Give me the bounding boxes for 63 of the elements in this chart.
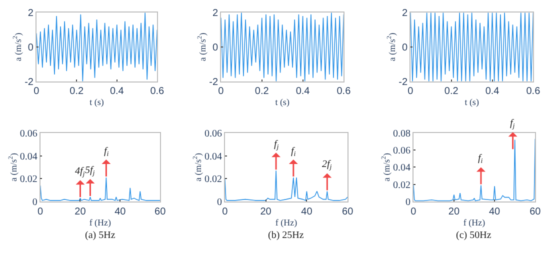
y-tick-label: 0.06 [204, 128, 222, 140]
x-tick-label: 60 [154, 206, 166, 218]
x-axis-title: t (s) [90, 97, 104, 108]
x-tick-label: 0.2 [70, 86, 84, 98]
x-tick-label: 20 [74, 206, 86, 218]
y-tick-label: 0.02 [204, 174, 222, 186]
line-series [410, 12, 534, 82]
x-tick-label: 0.6 [336, 86, 352, 98]
y-tick-label: 0.04 [20, 151, 38, 162]
line-series [413, 138, 536, 202]
x-tick-label: 0.6 [150, 86, 165, 98]
text: (a) 5Hz [85, 230, 116, 241]
x-tick-label: 60 [530, 206, 542, 218]
y-tick-label: 0 [28, 42, 34, 54]
y-tick-label: -2 [24, 76, 34, 88]
x-axis-title: f (Hz) [463, 217, 486, 228]
x-tick-label: 40 [301, 206, 313, 218]
y-tick-label: 0 [402, 42, 408, 54]
y-tick-label: 2 [402, 8, 408, 20]
x-tick-label: 40 [114, 206, 126, 218]
y-tick-label: 0.02 [20, 174, 38, 186]
x-tick-label: 60 [342, 206, 354, 218]
y-tick-label: 0 [32, 197, 38, 208]
line-series [224, 170, 348, 201]
x-axis-title: t (s) [464, 97, 479, 108]
annotation: 5f$_{j}$ [85, 165, 95, 178]
x-tick-label: 0.2 [254, 86, 270, 98]
x-tick-label: 20 [260, 206, 272, 218]
annotation: f$_{j}$ [274, 139, 279, 152]
y-tick-label: 0 [216, 197, 222, 208]
y-tick-label: 0.06 [20, 128, 38, 140]
y-tick-label: 2 [212, 8, 218, 20]
y-tick-label: 0 [406, 197, 410, 208]
annotation: 2f$_{j}$ [322, 159, 332, 172]
y-tick-label: 0.04 [204, 151, 222, 162]
y-tick-label: 2 [28, 8, 34, 20]
x-axis-title: f (Hz) [275, 217, 298, 228]
x-tick-label: 0.4 [110, 86, 124, 98]
annotation: f$_{i}$ [104, 146, 109, 158]
annotation: f$_{i}$ [478, 153, 483, 166]
line-series [220, 12, 344, 82]
x-axis-title: f (Hz) [89, 217, 112, 228]
x-tick-label: 20 [448, 206, 460, 218]
line-series [36, 12, 158, 82]
x-tick-label: 0.4 [485, 86, 500, 98]
y-tick-label: -2 [209, 76, 218, 88]
y-tick-label: 0 [212, 42, 218, 54]
y-tick-label: 0.06 [393, 146, 410, 157]
y-tick-label: 0.04 [393, 162, 410, 174]
x-axis-title: t (s) [275, 97, 290, 108]
line-series [40, 177, 160, 201]
annotation: f$_{j}$ [510, 118, 515, 130]
y-tick-label: -2 [398, 76, 408, 88]
x-tick-label: 0.6 [526, 86, 541, 98]
annotation: f$_{i}$ [291, 146, 296, 158]
text: (c) 50Hz [456, 230, 492, 241]
annotation: 4f$_{j}$ [75, 166, 85, 178]
x-tick-label: 0.2 [444, 86, 459, 98]
x-tick-label: 40 [488, 206, 501, 218]
x-tick-label: 0.4 [296, 86, 310, 98]
text: (b) 25Hz [268, 230, 304, 241]
y-tick-label: 0.02 [393, 180, 410, 191]
y-tick-label: 0.08 [393, 128, 410, 140]
